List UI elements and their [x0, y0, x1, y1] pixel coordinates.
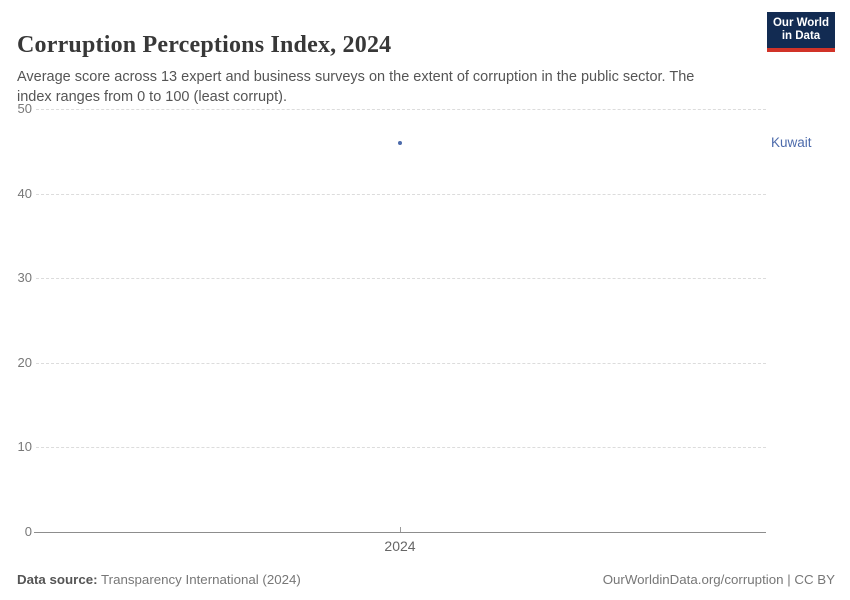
data-point-kuwait[interactable] — [398, 140, 402, 145]
chart-subtitle: Average score across 13 expert and busin… — [17, 68, 695, 105]
gridline — [36, 362, 766, 364]
y-axis-tick-label: 10 — [17, 439, 32, 454]
owid-logo-box: Our World in Data — [767, 12, 835, 48]
owid-logo-line1: Our World — [772, 16, 829, 29]
owid-logo[interactable]: Our World in Data — [767, 12, 835, 52]
footer-citation-link[interactable]: OurWorldinData.org/corruption | CC BY — [602, 572, 835, 587]
owid-logo-red-bar — [767, 48, 835, 52]
data-source: Data source: Transparency International … — [17, 572, 301, 587]
gridline — [36, 278, 766, 279]
gridline — [36, 447, 766, 448]
gridline — [36, 109, 766, 110]
y-axis-tick-label: 0 — [24, 523, 32, 539]
page-title: Corruption Perceptions Index, 2024 — [17, 32, 392, 59]
y-axis-tick-label: 50 — [17, 101, 32, 116]
owid-logo-line2: in Data — [781, 30, 821, 42]
y-axis-tick-label: 20 — [17, 354, 32, 370]
y-axis-tick-label: 40 — [17, 185, 32, 201]
series-label-kuwait[interactable]: Kuwait — [771, 134, 812, 150]
chart-footer: Data source: Transparency International … — [17, 572, 835, 587]
data-source-label: Data source: — [17, 572, 98, 587]
y-axis-tick-label: 30 — [17, 270, 32, 285]
x-axis-tick — [400, 526, 401, 532]
gridline — [36, 193, 766, 195]
x-axis-line — [34, 531, 766, 533]
data-source-value: Transparency International (2024) — [101, 572, 301, 587]
x-axis-tick-label: 2024 — [384, 537, 416, 554]
